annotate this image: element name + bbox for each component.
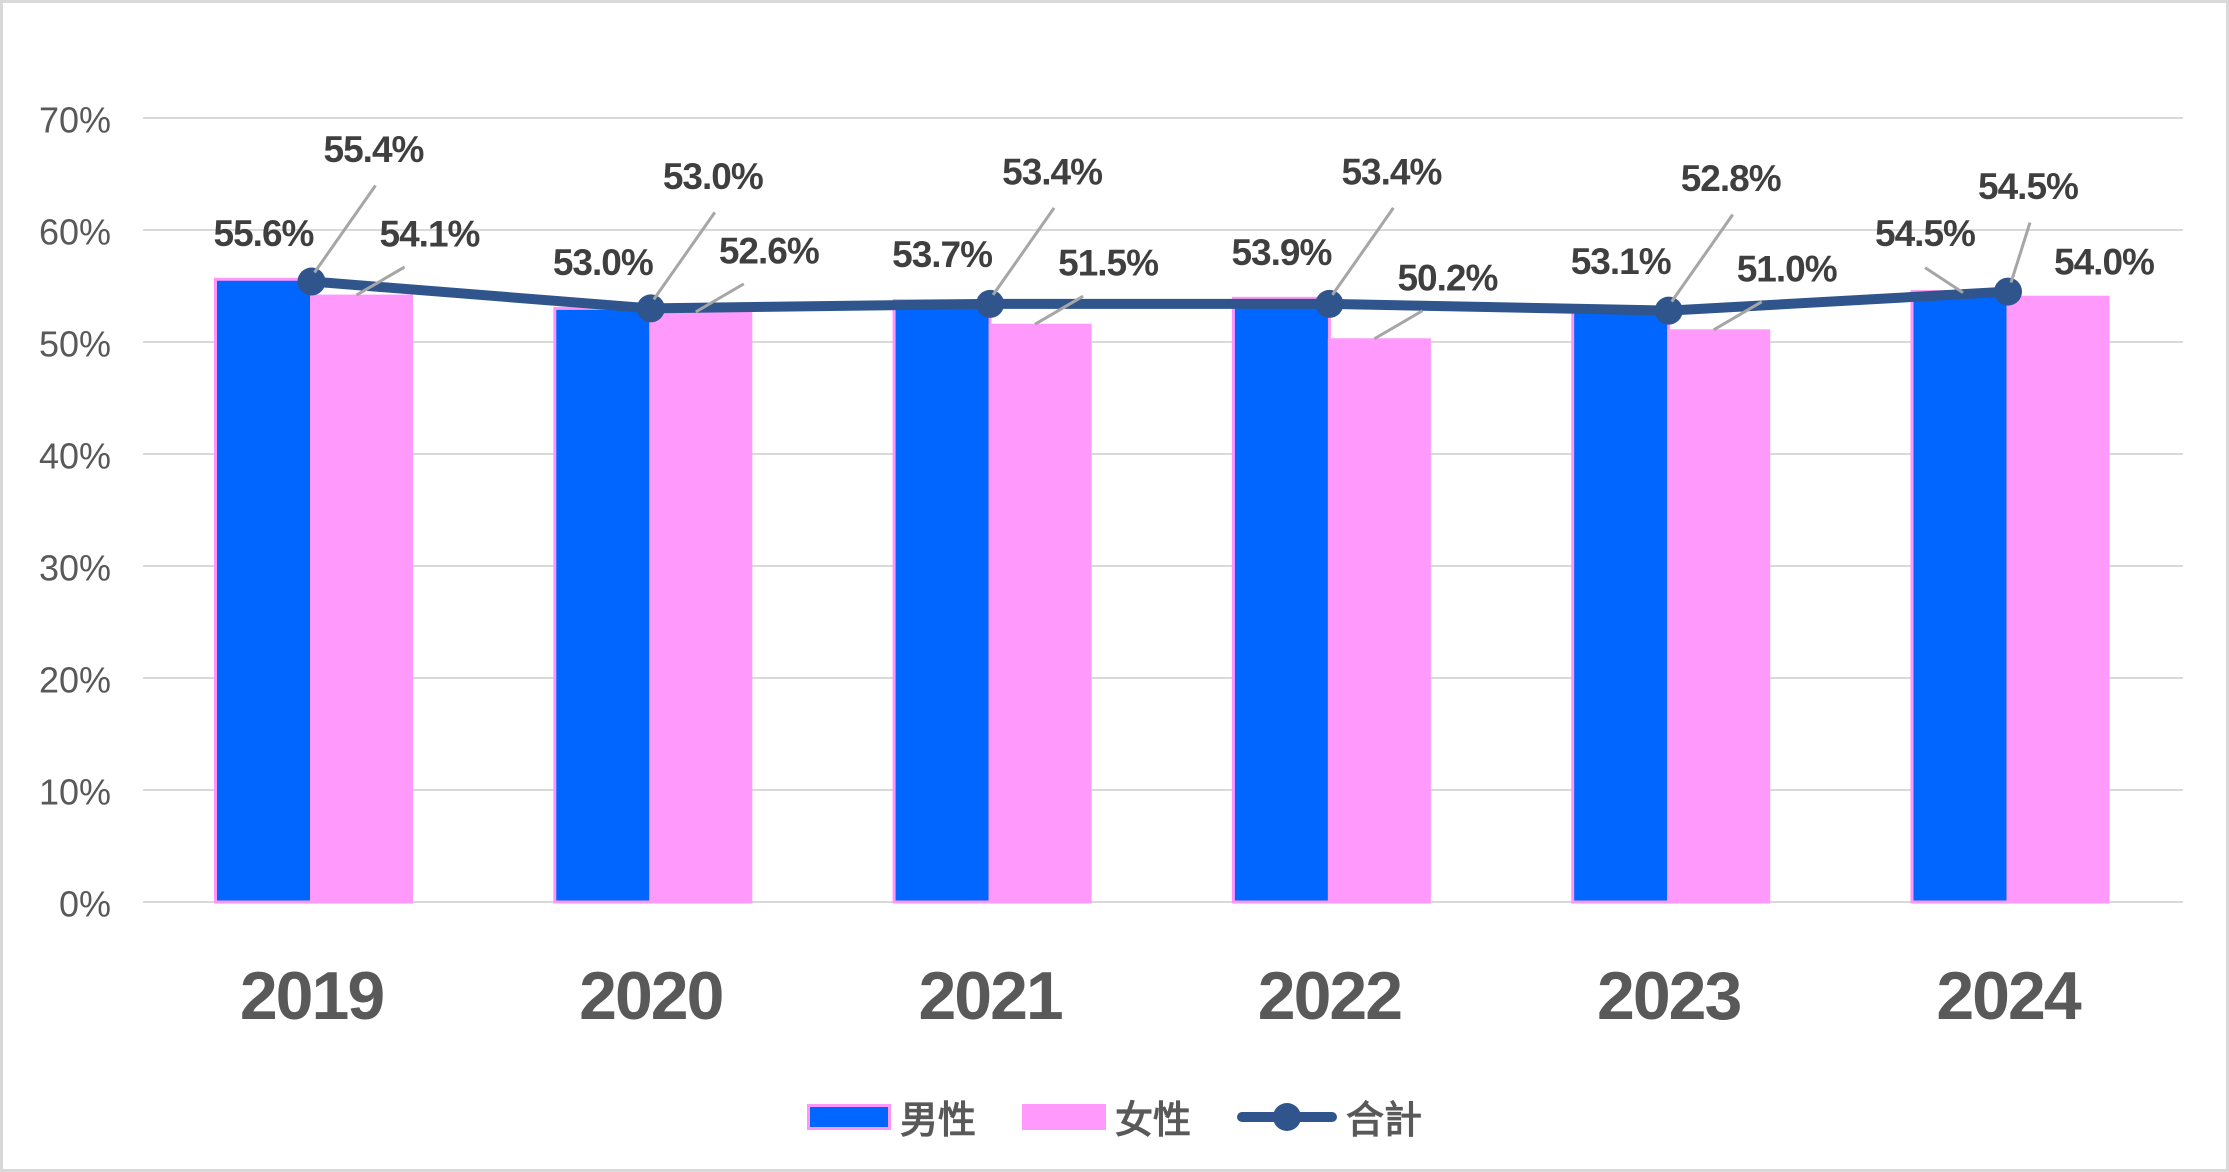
y-tick-label-40: 40% — [39, 436, 111, 477]
bar-male-2019 — [214, 277, 313, 904]
female-bar-swatch — [1021, 1103, 1106, 1130]
data-label-male-2020: 53.0% — [553, 242, 653, 283]
leader-female-2022 — [1373, 309, 1424, 341]
data-label-male-2021: 53.7% — [892, 234, 992, 275]
data-label-total-2024: 54.5% — [1978, 166, 2078, 207]
bar-female-2019 — [310, 294, 413, 904]
bar-male-2022 — [1231, 296, 1331, 904]
x-tick-label-2024: 2024 — [1936, 958, 2081, 1034]
legend-label-male: 男性 — [899, 1100, 976, 1142]
y-tick-label-20: 20% — [39, 660, 111, 701]
total-marker-2020 — [636, 294, 665, 323]
data-label-female-2023: 51.0% — [1737, 248, 1837, 289]
data-label-male-2024: 54.5% — [1875, 213, 1975, 254]
y-tick-label-0: 0% — [59, 884, 111, 925]
legend-label-female: 女性 — [1114, 1100, 1191, 1142]
legend-item-female: 女性 — [1021, 1089, 1191, 1144]
y-tick-label-60: 60% — [39, 212, 111, 253]
leader-female-2019 — [355, 265, 406, 297]
data-label-male-2023: 53.1% — [1571, 241, 1671, 282]
y-tick-label-50: 50% — [39, 324, 111, 365]
legend: 男性 女性 合計 — [3, 1089, 2226, 1144]
data-label-female-2024: 54.0% — [2054, 242, 2154, 283]
data-label-female-2020: 52.6% — [719, 230, 819, 271]
leader-total-2019 — [313, 184, 377, 274]
x-tick-label-2019: 2019 — [240, 958, 383, 1034]
legend-label-total: 合計 — [1346, 1100, 1423, 1142]
total-line — [306, 276, 2013, 316]
bar-female-2021 — [988, 323, 1092, 904]
data-label-total-2020: 53.0% — [663, 156, 763, 197]
bar-male-2023 — [1571, 305, 1671, 904]
data-label-female-2019: 54.1% — [380, 214, 480, 255]
bar-male-2020 — [553, 306, 653, 904]
bar-male-2024 — [1910, 290, 2010, 904]
data-label-female-2021: 51.5% — [1058, 243, 1158, 284]
legend-item-male: 男性 — [806, 1089, 976, 1144]
total-marker-2024 — [1994, 277, 2022, 306]
data-label-total-2022: 53.4% — [1341, 151, 1441, 192]
y-tick-label-70: 70% — [39, 100, 111, 141]
total-line-swatch — [1237, 1102, 1337, 1131]
data-label-total-2023: 52.8% — [1681, 158, 1781, 199]
leader-female-2021 — [1034, 294, 1084, 326]
leader-female-2020 — [695, 282, 745, 314]
bar-female-2024 — [2006, 295, 2110, 904]
bar-female-2023 — [1667, 329, 1771, 904]
total-marker-2022 — [1315, 289, 1344, 318]
x-tick-label-2020: 2020 — [579, 958, 722, 1034]
bar-female-2022 — [1327, 338, 1431, 904]
y-tick-label-10: 10% — [39, 772, 111, 813]
bar-male-2021 — [892, 299, 992, 904]
x-tick-label-2021: 2021 — [918, 958, 1061, 1034]
male-bar-swatch — [806, 1103, 891, 1130]
legend-item-total: 合計 — [1237, 1089, 1422, 1144]
leader-total-2022 — [1331, 207, 1395, 296]
leader-female-2023 — [1712, 300, 1763, 332]
data-label-total-2019: 55.4% — [324, 129, 424, 170]
bar-female-2020 — [649, 311, 753, 904]
x-tick-label-2022: 2022 — [1258, 958, 1401, 1034]
data-label-male-2019: 55.6% — [214, 213, 314, 254]
total-marker-2023 — [1654, 296, 1683, 325]
combo-chart: 0% 10% 20% 30% 40% 50% 60% 70% 55.6% 55.4% 54.1% 53… — [39, 100, 2183, 1034]
data-label-female-2022: 50.2% — [1397, 257, 1497, 298]
total-marker-2019 — [297, 267, 326, 296]
y-tick-label-30: 30% — [39, 548, 111, 589]
data-label-male-2022: 53.9% — [1231, 232, 1331, 273]
x-tick-label-2023: 2023 — [1597, 958, 1740, 1034]
total-marker-2021 — [976, 289, 1005, 318]
total-line-swatch-marker — [1273, 1102, 1301, 1131]
leader-total-2023 — [1670, 213, 1734, 303]
leader-male-2024 — [1924, 266, 1964, 294]
leader-total-2021 — [991, 207, 1056, 296]
leader-total-2020 — [652, 211, 717, 301]
data-label-total-2021: 53.4% — [1002, 151, 1102, 192]
leader-total-2024 — [2009, 222, 2032, 284]
